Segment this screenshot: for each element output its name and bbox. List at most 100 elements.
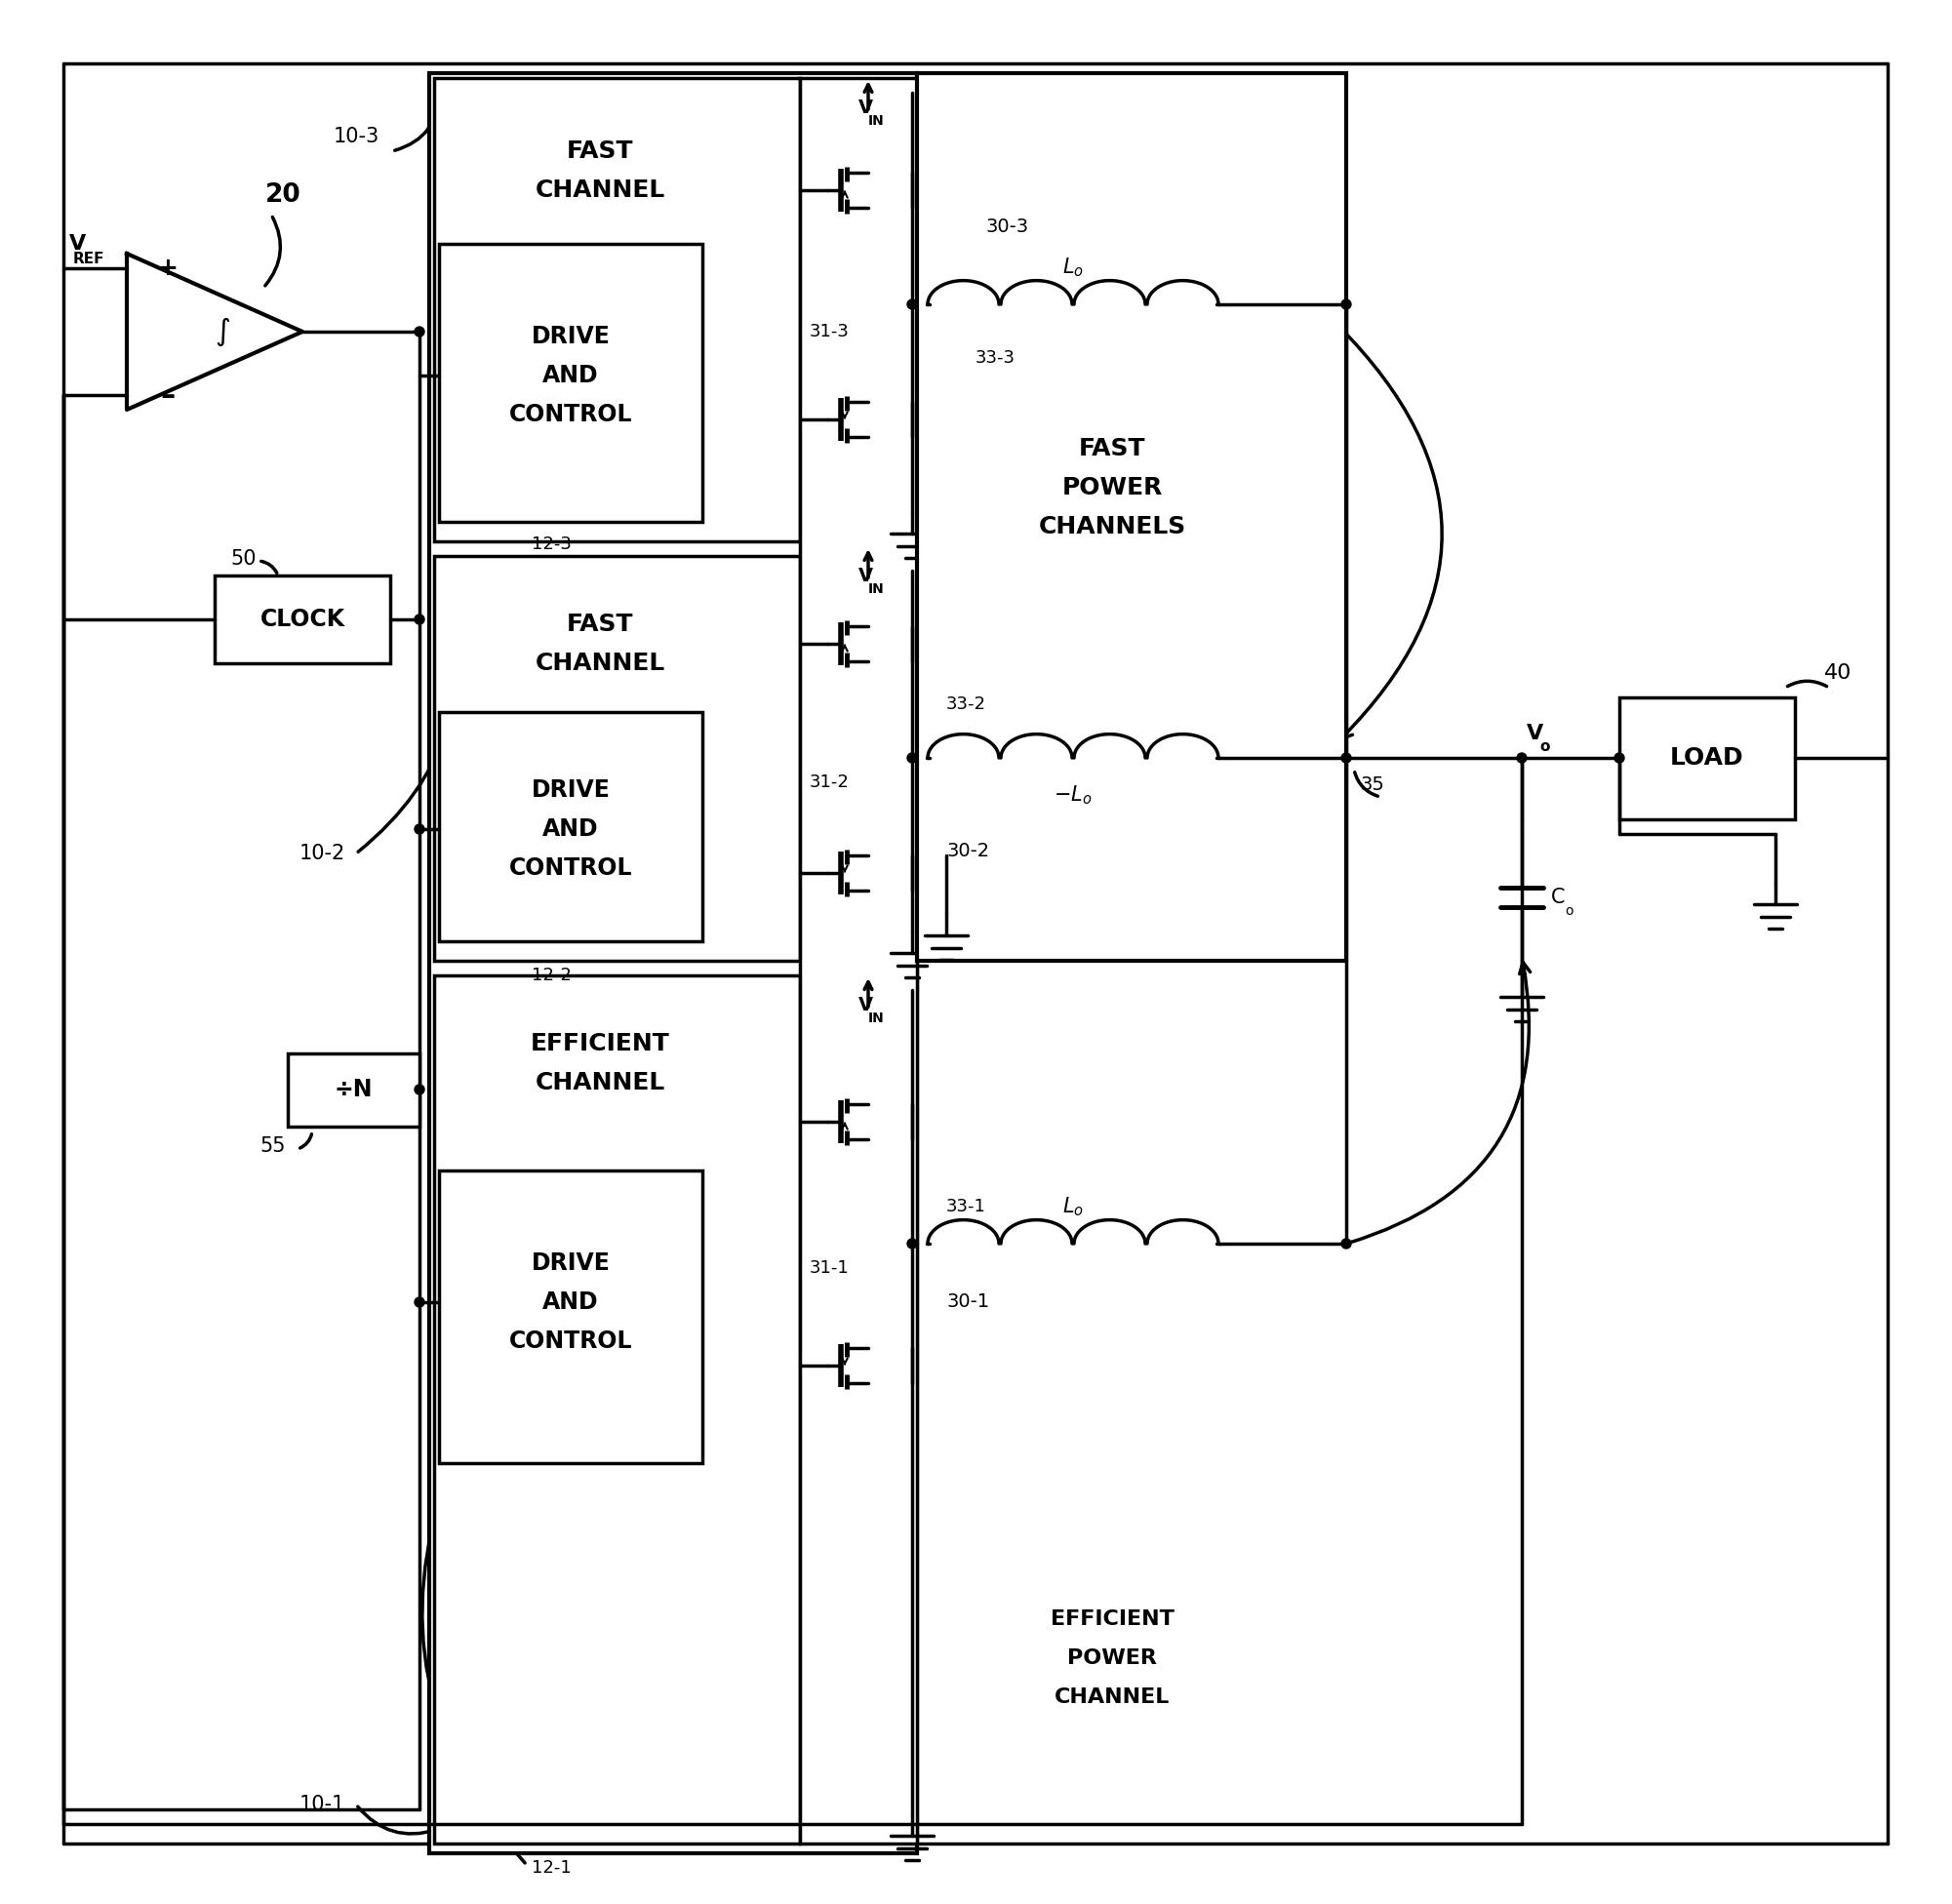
FancyArrowPatch shape — [935, 213, 984, 251]
Text: EFFICIENT: EFFICIENT — [531, 1032, 670, 1055]
Text: 31-1: 31-1 — [810, 1259, 849, 1278]
Circle shape — [1341, 1240, 1351, 1249]
Text: CLOCK: CLOCK — [260, 607, 346, 630]
Circle shape — [414, 1085, 424, 1095]
Text: IN: IN — [869, 583, 884, 596]
Text: 33-3: 33-3 — [976, 348, 1015, 367]
Circle shape — [1341, 299, 1351, 308]
FancyArrowPatch shape — [835, 310, 904, 341]
FancyArrowPatch shape — [835, 765, 904, 792]
FancyArrowPatch shape — [835, 1251, 904, 1279]
Text: AND: AND — [543, 364, 599, 387]
Text: AND: AND — [543, 1291, 599, 1314]
Text: $L_o$: $L_o$ — [1062, 255, 1083, 278]
Circle shape — [1341, 752, 1351, 764]
Text: +: + — [158, 257, 178, 280]
Bar — [917, 72, 1347, 962]
Text: V: V — [857, 996, 873, 1015]
FancyArrowPatch shape — [451, 531, 525, 548]
Circle shape — [1517, 752, 1526, 764]
Text: V: V — [857, 97, 873, 116]
FancyArrowPatch shape — [1349, 962, 1530, 1243]
FancyArrowPatch shape — [422, 1474, 525, 1862]
FancyArrowPatch shape — [1788, 682, 1827, 685]
Circle shape — [908, 1240, 917, 1249]
Text: FAST: FAST — [566, 613, 632, 636]
Bar — [433, 975, 800, 1843]
Text: o: o — [1540, 739, 1550, 754]
Text: 12-2: 12-2 — [531, 967, 572, 984]
Text: CHANNELS: CHANNELS — [1038, 514, 1187, 539]
Circle shape — [908, 299, 917, 308]
Text: 12-1: 12-1 — [531, 1858, 572, 1877]
Text: FAST: FAST — [566, 139, 632, 164]
Text: FAST: FAST — [1079, 438, 1146, 461]
Text: LOAD: LOAD — [1671, 746, 1743, 769]
FancyArrowPatch shape — [1327, 741, 1335, 771]
Text: V: V — [70, 234, 86, 253]
Text: 30-1: 30-1 — [947, 1293, 990, 1312]
Text: ÷N: ÷N — [334, 1078, 373, 1101]
Bar — [439, 712, 703, 941]
Text: $-L_o$: $-L_o$ — [1054, 783, 1093, 807]
Circle shape — [908, 752, 917, 764]
Text: $L_o$: $L_o$ — [1062, 1196, 1083, 1219]
FancyArrowPatch shape — [1339, 326, 1443, 739]
Text: –: – — [160, 381, 176, 409]
Bar — [1620, 697, 1796, 819]
Text: 31-3: 31-3 — [810, 324, 849, 341]
Text: 10-1: 10-1 — [299, 1795, 346, 1815]
Bar — [439, 1171, 703, 1462]
Text: REF: REF — [72, 251, 105, 267]
Circle shape — [414, 1297, 424, 1306]
FancyArrowPatch shape — [394, 91, 439, 150]
Polygon shape — [127, 253, 303, 409]
Bar — [215, 575, 390, 663]
Text: 30-3: 30-3 — [986, 217, 1029, 236]
Text: 10-3: 10-3 — [334, 128, 379, 147]
Text: EFFICIENT: EFFICIENT — [1050, 1609, 1173, 1630]
Text: V: V — [1526, 724, 1544, 743]
Text: ∫: ∫ — [215, 318, 230, 347]
Text: 40: 40 — [1825, 663, 1852, 684]
Text: 33-2: 33-2 — [947, 695, 986, 712]
Circle shape — [1614, 752, 1624, 764]
Text: V: V — [857, 565, 873, 585]
Text: CHANNEL: CHANNEL — [535, 1070, 666, 1095]
FancyArrowPatch shape — [265, 217, 281, 286]
Text: CHANNEL: CHANNEL — [535, 179, 666, 202]
FancyArrowPatch shape — [357, 573, 455, 851]
FancyArrowPatch shape — [941, 324, 988, 371]
Text: DRIVE: DRIVE — [531, 326, 611, 348]
Text: DRIVE: DRIVE — [531, 779, 611, 802]
Text: 35: 35 — [1361, 777, 1386, 794]
FancyArrowPatch shape — [451, 952, 525, 975]
Text: 30-2: 30-2 — [947, 842, 990, 861]
Text: 55: 55 — [260, 1137, 287, 1156]
Text: 20: 20 — [265, 183, 301, 208]
Bar — [429, 72, 917, 1853]
Text: o: o — [1566, 904, 1573, 918]
Text: 50: 50 — [230, 548, 258, 569]
Text: DRIVE: DRIVE — [531, 1251, 611, 1276]
Text: 10-2: 10-2 — [299, 843, 346, 863]
Text: CONTROL: CONTROL — [509, 857, 632, 880]
Text: IN: IN — [869, 114, 884, 128]
Text: 12-3: 12-3 — [531, 535, 572, 552]
Text: CHANNEL: CHANNEL — [1054, 1687, 1169, 1708]
Text: CONTROL: CONTROL — [509, 1329, 632, 1354]
Text: C: C — [1552, 887, 1566, 906]
Circle shape — [414, 615, 424, 625]
Text: POWER: POWER — [1068, 1649, 1158, 1668]
Text: 31-2: 31-2 — [810, 773, 849, 790]
Bar — [433, 556, 800, 962]
FancyArrowPatch shape — [1355, 773, 1378, 796]
Text: AND: AND — [543, 817, 599, 842]
FancyArrowPatch shape — [357, 1807, 437, 1834]
Text: POWER: POWER — [1062, 476, 1163, 499]
Circle shape — [414, 327, 424, 337]
Text: CHANNEL: CHANNEL — [535, 651, 666, 676]
Text: 33-1: 33-1 — [947, 1198, 986, 1215]
Bar — [433, 78, 800, 541]
Text: CONTROL: CONTROL — [509, 404, 632, 426]
